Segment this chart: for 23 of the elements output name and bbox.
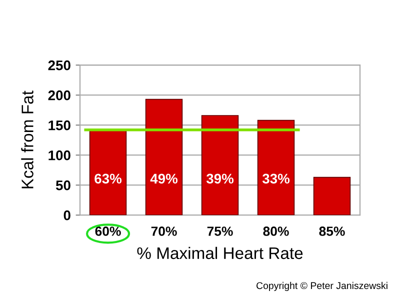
x-tick-label: 60% bbox=[95, 226, 121, 236]
annotation: 63% bbox=[94, 174, 122, 184]
x-tick-label: 85% bbox=[319, 226, 345, 236]
bar bbox=[257, 120, 295, 216]
annotation: 33% bbox=[262, 174, 290, 184]
y-tick-label: 150 bbox=[48, 120, 70, 130]
y-axis-title: Kcal from Fat bbox=[21, 90, 34, 188]
x-tick-label: 80% bbox=[263, 226, 289, 236]
text: Copyright © Peter Janiszewski bbox=[256, 282, 388, 291]
annotation: 49% bbox=[150, 174, 178, 184]
y-tick-label: 100 bbox=[48, 150, 70, 160]
y-tick-label: 50 bbox=[56, 180, 70, 190]
bar bbox=[145, 98, 183, 216]
bar bbox=[201, 115, 239, 216]
bar bbox=[313, 176, 351, 216]
y-tick-label: 200 bbox=[48, 90, 70, 100]
y-tick-label: 250 bbox=[48, 60, 70, 70]
x-axis-title: % Maximal Heart Rate bbox=[137, 246, 303, 260]
x-tick-label: 70% bbox=[151, 226, 177, 236]
annotation: 39% bbox=[206, 174, 234, 184]
x-tick-label: 75% bbox=[207, 226, 233, 236]
bar bbox=[89, 129, 127, 216]
y-tick-label: 0 bbox=[64, 210, 70, 220]
